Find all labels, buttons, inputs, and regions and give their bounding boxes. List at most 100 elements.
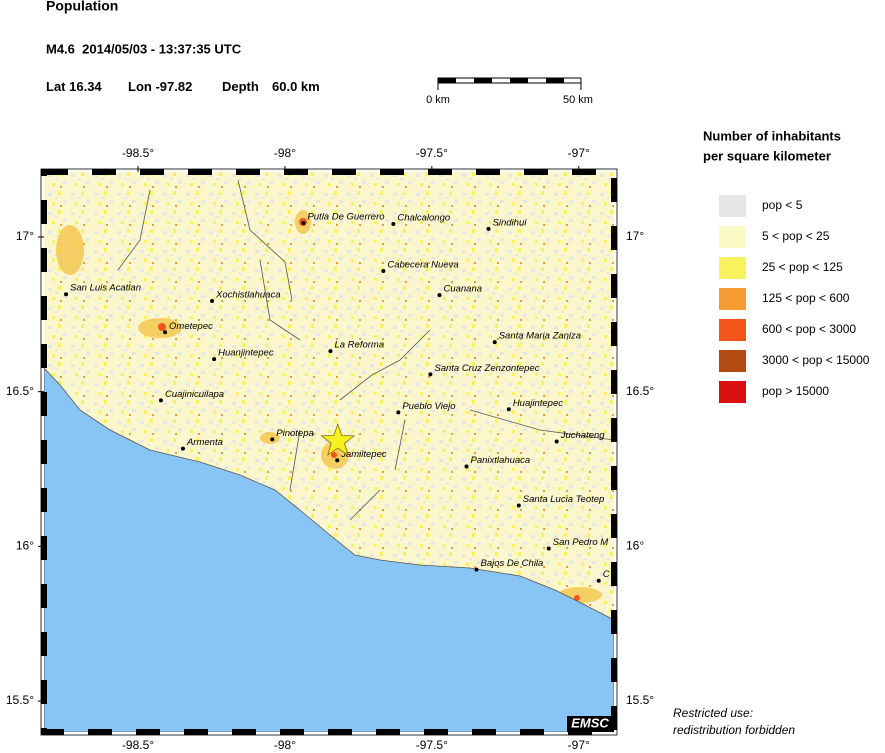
lat-tick-label: 16.5° — [626, 384, 654, 398]
legend-label: 25 < pop < 125 — [762, 260, 843, 274]
dense-areas — [158, 218, 580, 601]
lon-tick-label: -98.5° — [122, 146, 154, 160]
town-label: Cuanana — [443, 284, 482, 295]
legend-title: per square kilometer — [703, 148, 831, 163]
town-marker — [328, 349, 333, 354]
lon-tick-label: -98° — [274, 738, 296, 752]
town-label: Juchateng — [560, 430, 606, 441]
title: Population — [46, 0, 118, 14]
boundaries — [117, 179, 614, 521]
map-frame — [41, 169, 617, 735]
lat-tick-label: 17° — [16, 229, 34, 243]
depth-value: 60.0 km — [272, 79, 320, 94]
town-label: Jamiltepec — [340, 449, 387, 460]
town-marker — [516, 503, 521, 508]
depth-label: Depth — [222, 79, 259, 94]
scale-bar: 0 km 50 km — [426, 77, 593, 106]
scale-end: 50 km — [563, 94, 593, 106]
lat-tick-label: 16° — [626, 539, 644, 553]
legend: pop < 5 5 < pop < 25 25 < pop < 125 125 < p… — [719, 195, 870, 403]
badge: EMSC — [571, 715, 609, 730]
town-label: C — [603, 569, 610, 580]
lat-tick-label: 17° — [626, 229, 644, 243]
lon-tick-label: -97.5° — [416, 146, 448, 160]
town-label: Huajintepec — [513, 398, 563, 409]
lat-label: Lat — [46, 79, 66, 94]
legend-swatch — [719, 350, 746, 372]
legend-title: Number of inhabitants — [703, 128, 841, 143]
lon-tick-label: -97.5° — [416, 738, 448, 752]
town-label: Chalcalongo — [397, 212, 450, 223]
town-marker — [180, 446, 185, 451]
legend-label: pop > 15000 — [762, 384, 829, 398]
town-label: Cabecera Nueva — [387, 260, 458, 271]
town-marker — [437, 293, 442, 298]
town-marker — [474, 567, 479, 572]
lon-label: Lon — [128, 79, 152, 94]
lat-tick-label: 15.5° — [626, 693, 654, 707]
town-marker — [596, 578, 601, 583]
lon-value: -97.82 — [155, 79, 192, 94]
lat-tick-label: 16° — [16, 539, 34, 553]
town-marker — [464, 464, 469, 469]
town-label: Ometepec — [169, 321, 213, 332]
legend-swatch — [719, 288, 746, 310]
event-line: M4.6 2014/05/03 - 13:37:35 UTC — [46, 41, 242, 56]
lat-tick-label: 16.5° — [6, 384, 34, 398]
town-label: La Reforma — [334, 340, 384, 351]
legend-label: 125 < pop < 600 — [762, 291, 850, 305]
town-marker — [210, 299, 215, 304]
map-frame-outline — [40, 168, 618, 736]
town-marker — [64, 292, 69, 297]
lon-tick-label: -98.5° — [122, 738, 154, 752]
town-marker — [506, 407, 511, 412]
legend-swatch — [719, 319, 746, 341]
lat-tick-label: 15.5° — [6, 693, 34, 707]
town-marker — [381, 269, 386, 274]
legend-label: 600 < pop < 3000 — [762, 322, 856, 336]
legend-swatch — [719, 257, 746, 279]
town-marker — [492, 340, 497, 345]
lon-tick-label: -98° — [274, 146, 296, 160]
lon-tick-label: -97° — [568, 738, 590, 752]
legend-label: pop < 5 — [762, 198, 803, 212]
town-label: Armenta — [186, 437, 223, 448]
town-marker — [396, 410, 401, 415]
town-label: San Pedro M — [553, 537, 609, 548]
town-label: Panixtlahuaca — [471, 455, 531, 466]
town-label: Bajos De Chila — [480, 558, 543, 569]
lon-tick-label: -97° — [568, 146, 590, 160]
town-marker — [301, 221, 306, 226]
town-marker — [212, 357, 217, 362]
ocean — [44, 367, 614, 732]
town-label: San Luis Acatlan — [70, 283, 141, 294]
town-label: Xochistlahuaca — [215, 290, 280, 301]
town-label: Huanjintepec — [218, 348, 274, 359]
town-label: Santa Lucia Teotep — [523, 494, 605, 505]
town-label: Cuajinicuilapa — [165, 389, 224, 400]
legend-swatch — [719, 226, 746, 248]
legend-label: 3000 < pop < 15000 — [762, 353, 870, 367]
town-marker — [391, 221, 396, 226]
scale-start: 0 km — [426, 94, 450, 106]
town-marker — [546, 546, 551, 551]
town-label: Santa Cruz Zenzontepec — [434, 363, 539, 374]
epicenter — [320, 423, 356, 456]
town-label: Santa Maria Zaniza — [499, 331, 581, 342]
town-marker — [158, 398, 163, 403]
legend-label: 5 < pop < 25 — [762, 229, 830, 243]
town-label: Putla De Guerrero — [307, 212, 384, 223]
notice: redistribution forbidden — [673, 723, 795, 737]
town-label: Pueblo Viejo — [402, 401, 455, 412]
town-marker — [270, 437, 275, 442]
town-label: Sindihui — [493, 217, 528, 228]
town-marker — [163, 330, 168, 335]
legend-swatch — [719, 381, 746, 403]
town-marker — [335, 458, 340, 463]
town-marker — [486, 226, 491, 231]
map: San Luis Acatlan Putla De Guerrero Chalcal… — [44, 172, 614, 732]
notice: Restricted use: — [673, 706, 753, 720]
location-line: Lat 16.34 Lon -97.82 Depth 60.0 km — [46, 79, 320, 94]
town-marker — [554, 439, 559, 444]
